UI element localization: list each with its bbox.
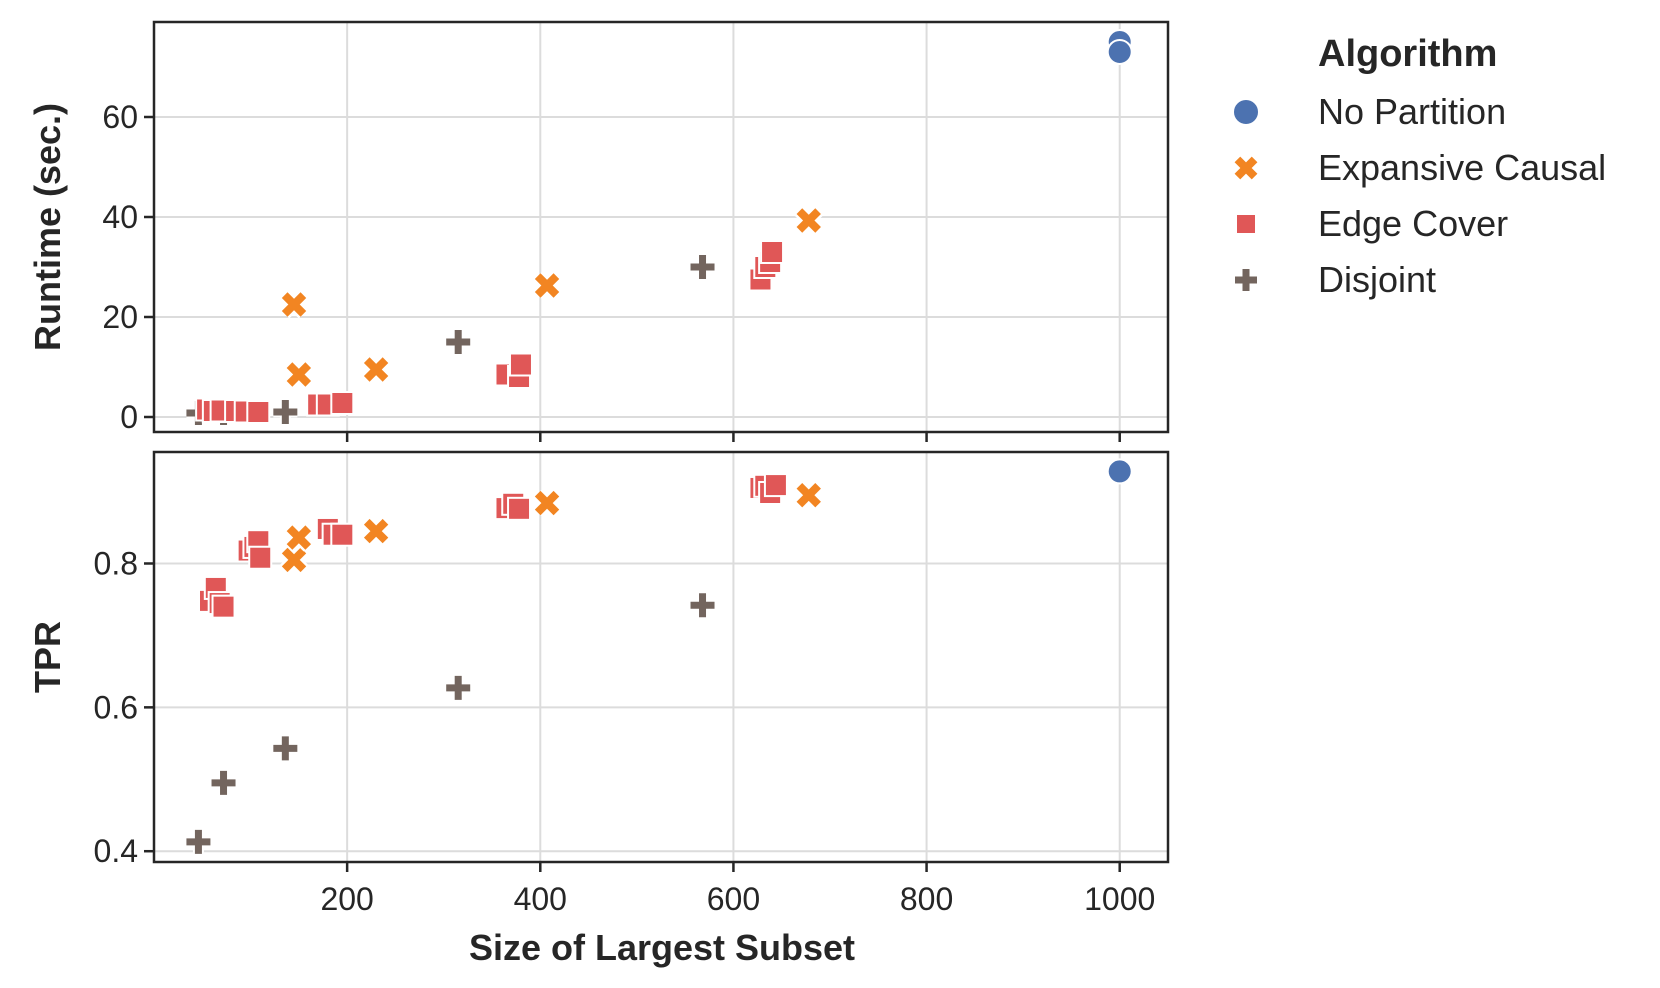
legend-item-expansive-causal: Expansive Causal — [1232, 147, 1606, 188]
legend-item-disjoint: Disjoint — [1235, 259, 1436, 300]
data-point-disjoint — [273, 400, 298, 424]
data-point-disjoint — [446, 330, 471, 354]
y-tick-label: 60 — [102, 99, 138, 135]
tpr-panel: 0.4 0.6 0.8 200 400 600 800 1000 TPR — [27, 450, 1170, 917]
legend-marker — [1232, 154, 1260, 182]
data-point-expansive-causal — [284, 360, 313, 389]
data-point-expansive-causal — [794, 206, 823, 235]
data-point-edge-cover — [211, 594, 236, 619]
y-tick-label: 20 — [102, 299, 138, 335]
legend-label: Edge Cover — [1318, 203, 1508, 244]
legend-item-edge-cover: Edge Cover — [1235, 203, 1508, 244]
x-tick-label: 600 — [707, 881, 760, 917]
data-point-expansive-causal — [280, 545, 308, 574]
plot-frame — [152, 450, 1170, 864]
legend-label: No Partition — [1318, 91, 1506, 132]
data-point-edge-cover — [330, 522, 355, 547]
x-tick-label: 400 — [514, 881, 567, 917]
data-point-expansive-causal — [362, 355, 391, 384]
y-tick-label: 0.6 — [94, 689, 138, 725]
legend-label: Expansive Causal — [1318, 147, 1606, 188]
y-tick-label: 0.8 — [94, 545, 138, 581]
y-tick-label: 0.4 — [94, 833, 138, 869]
data-point-expansive-causal — [284, 523, 313, 552]
data-point-disjoint — [273, 736, 298, 761]
data-point-edge-cover — [248, 545, 273, 570]
data-point-edge-cover — [760, 240, 785, 264]
plot-frame — [152, 20, 1170, 434]
legend-marker — [1235, 213, 1257, 235]
data-point-edge-cover — [508, 352, 533, 377]
legend: Algorithm No Partition Expansive Causal Ed… — [1232, 33, 1606, 300]
x-tick-label: 200 — [320, 881, 373, 917]
y-axis-title: TPR — [27, 621, 68, 693]
y-axis-title: Runtime (sec.) — [27, 103, 68, 351]
data-point-disjoint — [446, 675, 471, 700]
runtime-panel: 0 20 40 60 Runtime (sec.) — [27, 20, 1170, 442]
data-point-disjoint — [211, 770, 236, 795]
legend-marker — [1235, 269, 1257, 291]
y-tick-label: 40 — [102, 199, 138, 235]
data-point-expansive-causal — [362, 517, 391, 546]
data-point-disjoint — [186, 829, 211, 854]
data-point-edge-cover — [763, 473, 788, 498]
x-axis-title: Size of Largest Subset — [469, 927, 855, 968]
data-point-expansive-causal — [280, 290, 308, 319]
legend-item-no-partition: No Partition — [1232, 91, 1506, 132]
data-point-edge-cover — [330, 391, 355, 415]
y-tick-label: 0 — [120, 399, 138, 435]
data-point-edge-cover — [246, 400, 271, 424]
data-point-no-partition — [1106, 458, 1133, 485]
legend-label: Disjoint — [1318, 259, 1436, 300]
data-point-expansive-causal — [533, 489, 562, 518]
data-point-expansive-causal — [533, 271, 562, 300]
data-point-disjoint — [690, 593, 715, 618]
data-point-no-partition — [1106, 39, 1133, 65]
data-point-disjoint — [690, 255, 715, 279]
legend-marker — [1232, 98, 1260, 126]
legend-title: Algorithm — [1318, 33, 1497, 75]
data-point-expansive-causal — [794, 481, 823, 510]
data-point-edge-cover — [507, 496, 532, 521]
x-tick-label: 1000 — [1084, 881, 1155, 917]
x-tick-label: 800 — [900, 881, 953, 917]
